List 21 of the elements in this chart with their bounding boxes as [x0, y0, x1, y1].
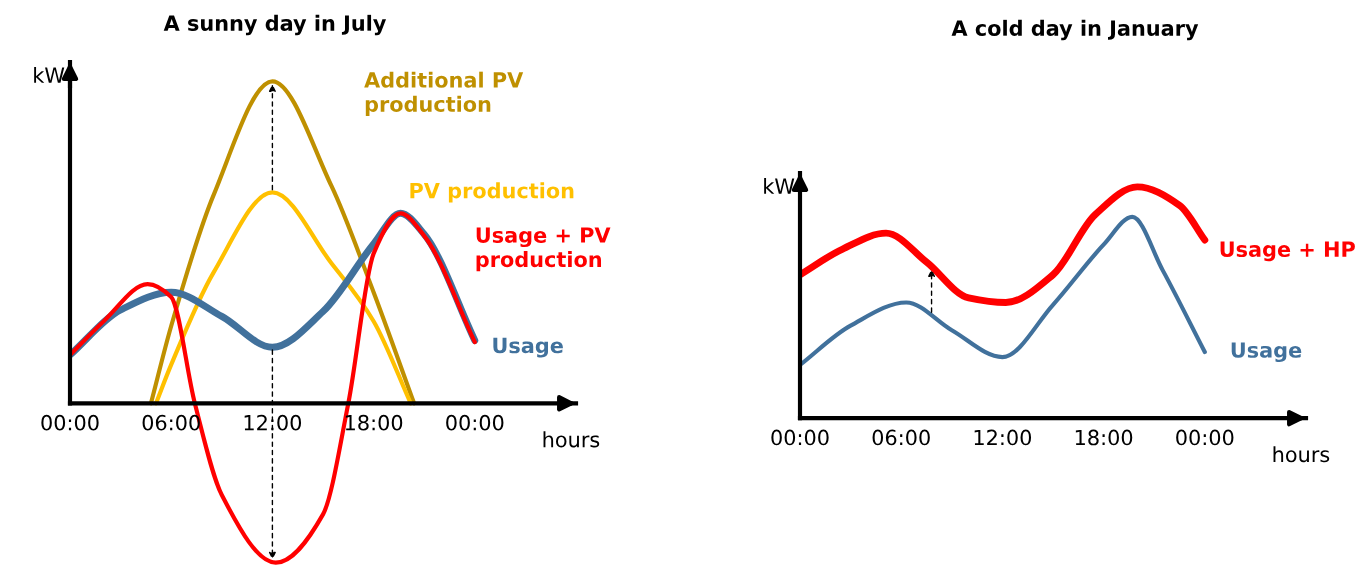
- x-tick-label: 06:00: [872, 429, 930, 446]
- x-tick-label: 00:00: [41, 414, 99, 431]
- series-label: Usage: [1231, 342, 1302, 363]
- x-tick-label: 00:00: [1176, 429, 1234, 446]
- chart-title: A cold day in January: [951, 19, 1199, 41]
- y-axis-title: kW: [764, 177, 795, 194]
- x-axis-title: hours: [1273, 446, 1330, 463]
- chart-title: A sunny day in July: [163, 14, 387, 36]
- x-tick-label: 00:00: [771, 429, 829, 446]
- x-tick-label: 12:00: [974, 429, 1032, 446]
- text: PV production: [410, 182, 574, 203]
- series-label: Usage: [493, 337, 563, 358]
- series-label: Usage + PV production: [476, 227, 611, 272]
- series-label: Usage + HP: [1220, 241, 1355, 262]
- x-tick-label: 18:00: [1075, 429, 1133, 446]
- text: Additional PV production: [364, 71, 524, 116]
- y-axis-title: kW: [34, 66, 65, 83]
- x-tick-label: 00:00: [446, 414, 504, 431]
- x-axis-title: hours: [543, 431, 600, 448]
- x-tick-label: 18:00: [345, 414, 403, 431]
- x-tick-label: 12:00: [244, 414, 302, 431]
